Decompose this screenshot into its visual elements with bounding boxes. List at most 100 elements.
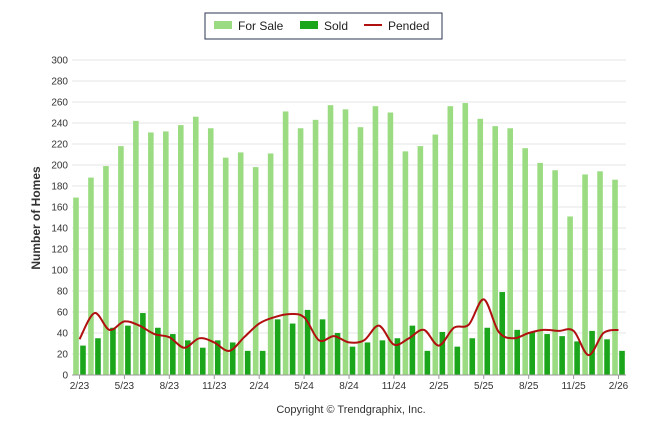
for-sale-bar	[282, 111, 289, 375]
for-sale-bar	[537, 162, 543, 375]
for-sale-bar	[417, 146, 424, 375]
sold-bar	[95, 338, 101, 375]
sold-bar	[349, 346, 356, 375]
x-tick-label: 5/24	[294, 381, 314, 392]
for-sale-bar	[192, 116, 199, 375]
x-tick-label: 2/26	[609, 381, 629, 392]
x-tick-label: 2/25	[429, 381, 449, 392]
for-sale-bar	[522, 148, 528, 375]
legend-box	[204, 12, 443, 40]
sold-bar	[110, 327, 116, 375]
y-tick-label: 100	[51, 266, 68, 277]
legend-swatch-for-sale	[214, 21, 232, 29]
sold-bar	[259, 350, 266, 375]
sold-bar	[274, 319, 281, 375]
y-tick-label: 240	[51, 119, 68, 130]
sold-bar	[379, 340, 386, 375]
for-sale-bar	[357, 127, 364, 375]
y-tick-label: 40	[57, 329, 69, 340]
for-sale-bar	[597, 171, 603, 375]
for-sale-bar	[462, 103, 469, 376]
x-tick-label: 8/24	[339, 381, 359, 392]
y-axis-title: Number of Homes	[29, 166, 43, 270]
for-sale-bar	[148, 132, 154, 375]
for-sale-bar	[402, 151, 409, 375]
for-sale-bars	[73, 103, 618, 376]
x-tick-label: 11/23	[202, 381, 227, 392]
for-sale-bar	[342, 109, 349, 375]
x-tick-label: 11/24	[382, 381, 407, 392]
y-tick-label: 160	[51, 203, 68, 214]
for-sale-bar	[297, 128, 304, 375]
sold-bars	[80, 292, 625, 375]
for-sale-bar	[103, 166, 109, 375]
legend-label-pended: Pended	[388, 19, 429, 33]
for-sale-bar	[582, 174, 588, 375]
for-sale-bar	[133, 120, 139, 376]
for-sale-bar	[222, 157, 229, 375]
sold-bar	[364, 342, 371, 375]
y-tick-label: 120	[51, 245, 68, 256]
for-sale-bar	[387, 112, 394, 375]
x-tick-label: 8/23	[160, 381, 180, 392]
for-sale-bar	[507, 128, 514, 375]
for-sale-bar	[567, 216, 573, 375]
sold-bar	[170, 334, 176, 375]
pended-line	[78, 298, 619, 357]
for-sale-bar	[88, 177, 94, 375]
sold-bar	[199, 347, 206, 375]
for-sale-bar	[372, 106, 379, 375]
sold-bar	[125, 325, 131, 375]
sold-bar	[334, 333, 341, 375]
for-sale-bar	[552, 170, 558, 375]
for-sale-bar	[612, 179, 618, 375]
sold-bar	[184, 340, 191, 375]
sold-bar	[529, 331, 535, 375]
sold-bar	[514, 329, 521, 375]
y-tick-label: 20	[57, 350, 69, 361]
for-sale-bar	[477, 118, 484, 376]
sold-bar	[424, 350, 431, 375]
sold-bar	[409, 325, 416, 375]
sold-bar	[214, 340, 221, 375]
for-sale-bar	[267, 153, 274, 375]
x-tick-label: 5/23	[115, 381, 135, 392]
sold-bar	[289, 323, 296, 375]
for-sale-bar	[312, 119, 319, 375]
sold-bar	[319, 319, 326, 375]
for-sale-bar	[163, 131, 169, 375]
sold-bar	[604, 339, 610, 375]
sold-bar	[469, 338, 476, 375]
y-tick-label: 280	[51, 77, 68, 88]
sold-bar	[244, 350, 251, 375]
x-tick-label: 11/25	[561, 381, 586, 392]
for-sale-bar	[252, 167, 259, 375]
sold-bar	[619, 350, 625, 375]
y-tick-label: 260	[51, 98, 68, 109]
sold-bar	[155, 327, 161, 375]
sold-bar	[229, 342, 236, 375]
axes	[72, 374, 626, 379]
for-sale-bar	[432, 134, 439, 375]
legend: For Sale Sold Pended	[204, 12, 443, 40]
sold-bar	[80, 345, 86, 375]
sold-bar	[394, 338, 401, 375]
for-sale-bar	[177, 125, 184, 375]
sold-bar	[484, 327, 491, 375]
legend-label-sold: Sold	[324, 19, 348, 33]
y-tick-label: 60	[57, 308, 69, 319]
x-tick-labels: 2/23 5/23 8/23 11/23 2/24 5/24 8/24 11/24 2/25 5/…	[70, 381, 629, 392]
y-tick-label: 0	[62, 371, 68, 382]
for-sale-bar	[207, 128, 214, 375]
y-tick-label: 220	[51, 140, 68, 151]
y-tick-label: 140	[51, 224, 68, 235]
for-sale-bar	[73, 197, 79, 375]
for-sale-bar	[492, 126, 499, 376]
copyright-credit: Copyright © Trendgraphix, Inc.	[276, 404, 425, 416]
for-sale-bar	[447, 106, 454, 375]
x-tick-label: 2/23	[70, 381, 90, 392]
sold-bar	[304, 309, 311, 375]
for-sale-bar	[118, 146, 124, 375]
sold-bar	[140, 313, 146, 375]
